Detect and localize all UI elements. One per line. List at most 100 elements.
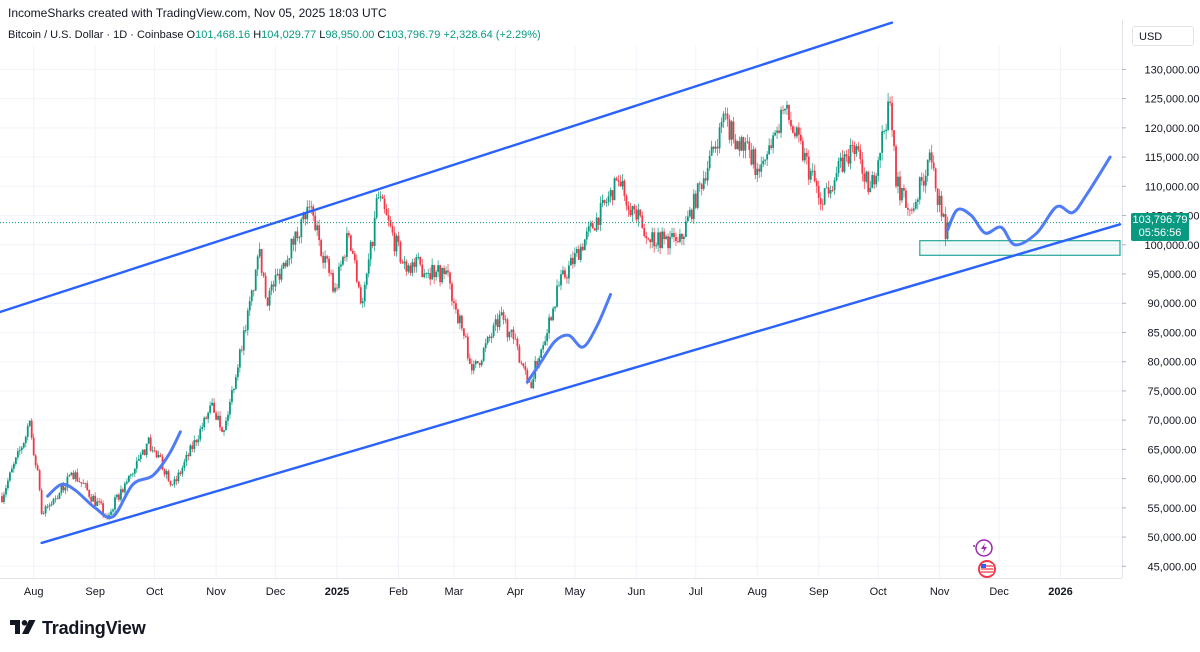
- candle-body: [853, 145, 856, 154]
- candle-body: [760, 164, 763, 172]
- candle-body: [686, 216, 689, 222]
- candle-body: [871, 175, 874, 188]
- close-label: C: [377, 29, 386, 41]
- candle-body: [292, 238, 295, 245]
- candle-body: [244, 330, 247, 331]
- candle-body: [474, 361, 477, 365]
- y-tick-label: 65,000.00: [1148, 444, 1197, 456]
- candle-body: [476, 361, 479, 364]
- candle-body: [52, 499, 55, 504]
- symbol-name[interactable]: Bitcoin / U.S. Dollar · 1D · Coinbase: [8, 29, 184, 41]
- candle-body: [72, 472, 75, 479]
- us-flag-icon[interactable]: [978, 560, 996, 578]
- candle-body: [383, 198, 386, 209]
- high-value: 104,029.77: [261, 29, 317, 41]
- candle-body: [457, 309, 459, 324]
- candle-body: [260, 249, 263, 273]
- candle-body: [462, 328, 465, 336]
- candle-body: [881, 131, 884, 153]
- candle-body: [149, 437, 152, 451]
- candle-body: [883, 131, 886, 132]
- candle-body: [611, 190, 614, 201]
- candle-body: [544, 341, 547, 346]
- candle-body: [133, 468, 136, 474]
- candle-body: [716, 146, 719, 149]
- candle-body: [470, 363, 473, 371]
- candle-body: [663, 231, 665, 240]
- candle-body: [5, 488, 7, 495]
- candle-body: [914, 202, 917, 209]
- candle-body: [845, 154, 848, 157]
- candle-body: [566, 277, 568, 279]
- candle-body: [415, 257, 418, 267]
- candle-body: [326, 256, 328, 259]
- ohlc-legend[interactable]: Bitcoin / U.S. Dollar · 1D · Coinbase O1…: [8, 29, 541, 41]
- candle-body: [599, 203, 602, 225]
- candle-body: [571, 257, 574, 265]
- candle-body: [165, 471, 168, 475]
- candle-body: [213, 402, 215, 413]
- candle-body: [371, 242, 374, 246]
- candle-body: [819, 198, 822, 205]
- candle-body: [671, 233, 673, 237]
- candle-body: [615, 178, 618, 181]
- candle-body: [274, 275, 277, 287]
- candle-body: [102, 503, 104, 515]
- candle-body: [62, 483, 65, 491]
- last-price: 103,796.79: [1132, 214, 1188, 226]
- y-tick-label: 70,000.00: [1148, 415, 1197, 427]
- candle-body: [895, 146, 897, 187]
- candle-body: [153, 450, 156, 452]
- candle-body: [920, 177, 923, 181]
- candle-body: [451, 283, 453, 302]
- candle-body: [464, 335, 467, 337]
- candle-body: [752, 149, 755, 165]
- candle-body: [912, 208, 915, 211]
- candle-body: [786, 104, 788, 109]
- candle-body: [907, 207, 909, 210]
- candle-body: [718, 127, 721, 149]
- candle-body: [893, 130, 895, 147]
- candle-body: [48, 505, 51, 507]
- candle-body: [724, 113, 727, 115]
- candle-body: [782, 109, 784, 111]
- candle-body: [266, 297, 269, 306]
- candle-body: [167, 471, 170, 481]
- candle-body: [262, 272, 265, 276]
- candle-body: [268, 290, 271, 306]
- candle-body: [143, 449, 146, 456]
- candle-body: [480, 360, 483, 366]
- candle-body: [369, 242, 372, 260]
- candle-body: [593, 228, 596, 231]
- candle-body: [653, 232, 656, 247]
- tradingview-brand[interactable]: TradingView: [10, 617, 146, 639]
- candle-body: [421, 264, 424, 277]
- candle-body: [488, 336, 491, 338]
- candle-body: [788, 104, 790, 121]
- candle-body: [595, 217, 598, 231]
- candle-body: [391, 226, 394, 233]
- y-tick-label: 50,000.00: [1148, 532, 1197, 544]
- candle-body: [252, 290, 255, 292]
- candle-body: [349, 235, 352, 251]
- candle-body: [131, 473, 134, 475]
- candle-body: [159, 455, 162, 457]
- support-zone: [919, 240, 1121, 256]
- lightning-icon[interactable]: [973, 539, 993, 557]
- currency-selector[interactable]: USD: [1132, 26, 1194, 46]
- candle-body: [379, 196, 382, 198]
- candle-body: [443, 267, 445, 274]
- candle-body: [288, 258, 291, 260]
- y-tick-label: 115,000.00: [1145, 152, 1199, 164]
- candle-body: [768, 145, 771, 155]
- candle-body: [114, 497, 116, 510]
- candle-body: [677, 240, 679, 242]
- candle-body: [740, 137, 743, 151]
- candle-body: [125, 481, 128, 484]
- candle-body: [472, 364, 475, 371]
- candle-body: [742, 137, 745, 151]
- candle-body: [540, 349, 543, 358]
- candle-body: [290, 238, 293, 259]
- candle-body: [353, 253, 356, 261]
